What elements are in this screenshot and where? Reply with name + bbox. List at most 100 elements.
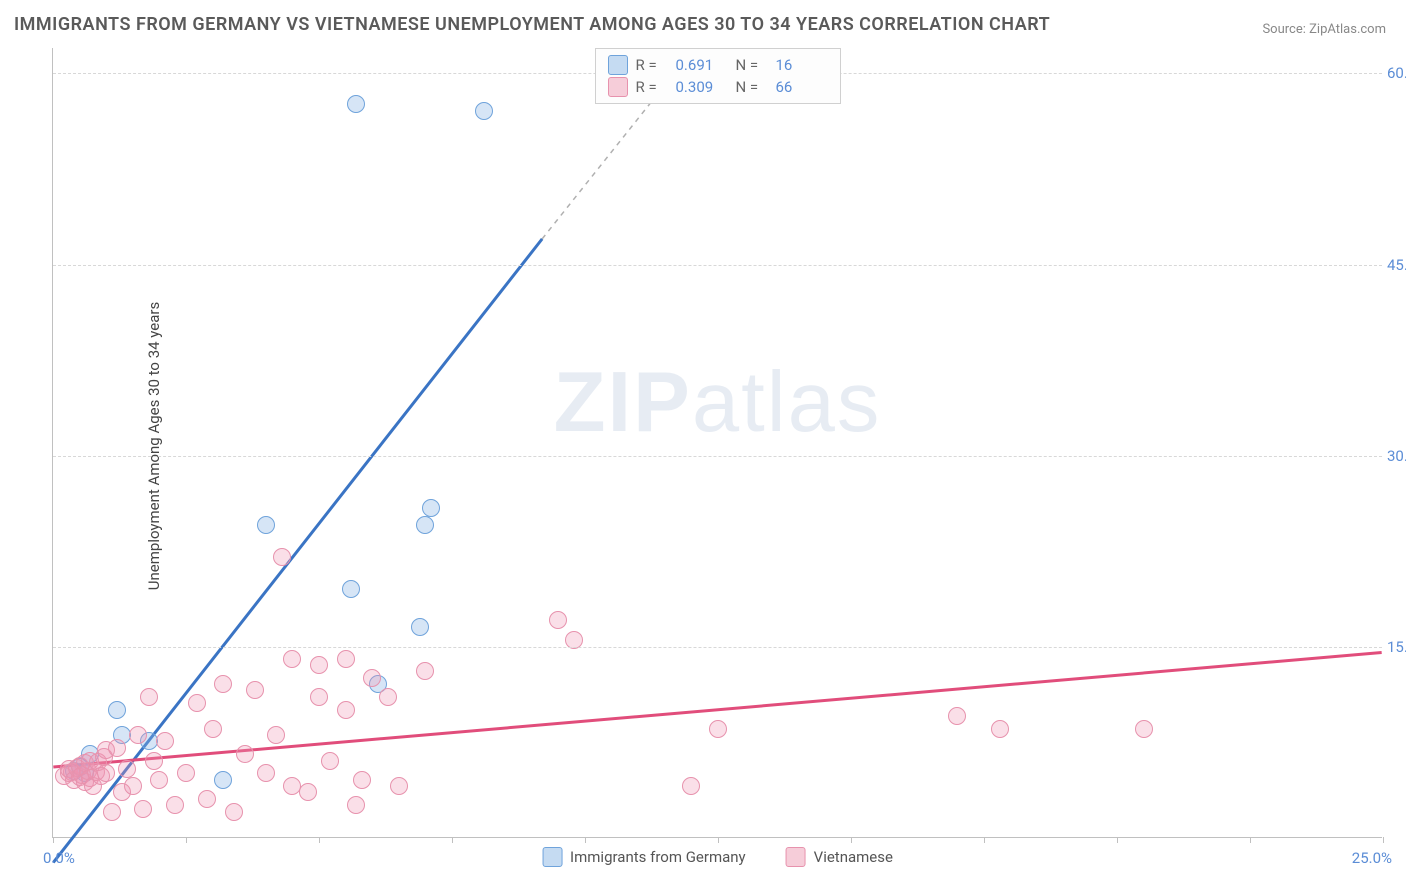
gridline-h (53, 456, 1382, 457)
data-point (411, 618, 429, 636)
data-point (310, 656, 328, 674)
watermark: ZIPatlas (554, 354, 882, 452)
correlation-legend-row: R = 0.691 N = 16 (608, 55, 828, 75)
data-point (347, 95, 365, 113)
series-legend-item: Vietnamese (786, 847, 893, 867)
data-point (246, 681, 264, 699)
data-point (422, 499, 440, 517)
data-point (97, 764, 115, 782)
data-point (363, 669, 381, 687)
data-point (214, 675, 232, 693)
legend-swatch (608, 77, 628, 97)
data-point (347, 796, 365, 814)
data-point (103, 803, 121, 821)
data-point (118, 760, 136, 778)
data-point (321, 752, 339, 770)
gridline-h (53, 647, 1382, 648)
legend-swatch (608, 55, 628, 75)
data-point (134, 800, 152, 818)
data-point (709, 720, 727, 738)
data-point (188, 694, 206, 712)
data-point (342, 580, 360, 598)
legend-swatch (542, 847, 562, 867)
data-point (267, 726, 285, 744)
plot-area: ZIPatlas 15.0%30.0%45.0%60.0% 0.0% 25.0%… (52, 48, 1382, 838)
data-point (475, 102, 493, 120)
series-legend-item: Immigrants from Germany (542, 847, 746, 867)
series-legend-label: Vietnamese (814, 848, 893, 866)
legend-n-value: 66 (776, 78, 828, 96)
source-link[interactable]: ZipAtlas.com (1309, 22, 1386, 37)
data-point (390, 777, 408, 795)
data-point (379, 688, 397, 706)
data-point (948, 707, 966, 725)
x-tick-mark (319, 837, 320, 843)
trend-line-extrapolation (542, 99, 654, 239)
x-axis-max-label: 25.0% (1352, 849, 1392, 867)
data-point (177, 764, 195, 782)
data-point (225, 803, 243, 821)
data-point (198, 790, 216, 808)
data-point (310, 688, 328, 706)
legend-r-value: 0.691 (676, 56, 728, 74)
x-tick-mark (1250, 837, 1251, 843)
data-point (283, 650, 301, 668)
data-point (565, 631, 583, 649)
correlation-legend: R = 0.691 N = 16 R = 0.309 N = 66 (595, 48, 841, 104)
data-point (214, 771, 232, 789)
data-point (991, 720, 1009, 738)
series-legend: Immigrants from Germany Vietnamese (542, 847, 893, 867)
y-tick-label: 30.0% (1387, 447, 1406, 465)
data-point (166, 796, 184, 814)
x-tick-mark (851, 837, 852, 843)
legend-r-label: R = (636, 56, 668, 74)
legend-n-label: N = (736, 78, 768, 96)
x-tick-mark (984, 837, 985, 843)
watermark-rest: atlas (692, 355, 882, 450)
data-point (337, 701, 355, 719)
x-tick-mark (186, 837, 187, 843)
data-point (416, 516, 434, 534)
trend-lines-layer (53, 48, 1382, 837)
y-tick-label: 15.0% (1387, 638, 1406, 656)
correlation-legend-row: R = 0.309 N = 66 (608, 77, 828, 97)
legend-swatch (786, 847, 806, 867)
data-point (549, 611, 567, 629)
data-point (108, 739, 126, 757)
x-tick-mark (53, 837, 54, 843)
data-point (1135, 720, 1153, 738)
data-point (150, 771, 168, 789)
x-tick-mark (1117, 837, 1118, 843)
legend-n-label: N = (736, 56, 768, 74)
x-tick-mark (452, 837, 453, 843)
legend-r-value: 0.309 (676, 78, 728, 96)
y-tick-label: 45.0% (1387, 256, 1406, 274)
y-tick-label: 60.0% (1387, 64, 1406, 82)
data-point (108, 701, 126, 719)
x-tick-mark (1383, 837, 1384, 843)
data-point (140, 688, 158, 706)
data-point (257, 764, 275, 782)
data-point (129, 726, 147, 744)
x-tick-mark (585, 837, 586, 843)
data-point (299, 783, 317, 801)
data-point (682, 777, 700, 795)
gridline-h (53, 265, 1382, 266)
data-point (124, 777, 142, 795)
data-point (273, 548, 291, 566)
chart-title: IMMIGRANTS FROM GERMANY VS VIETNAMESE UN… (14, 14, 1050, 35)
x-axis-min-label: 0.0% (43, 849, 75, 867)
data-point (145, 752, 163, 770)
data-point (204, 720, 222, 738)
data-point (416, 662, 434, 680)
data-point (337, 650, 355, 668)
legend-r-label: R = (636, 78, 668, 96)
watermark-bold: ZIP (554, 355, 692, 450)
x-tick-mark (718, 837, 719, 843)
data-point (236, 745, 254, 763)
series-legend-label: Immigrants from Germany (570, 848, 746, 866)
data-point (257, 516, 275, 534)
data-point (353, 771, 371, 789)
source-attribution: Source: ZipAtlas.com (1262, 22, 1386, 37)
legend-n-value: 16 (776, 56, 828, 74)
